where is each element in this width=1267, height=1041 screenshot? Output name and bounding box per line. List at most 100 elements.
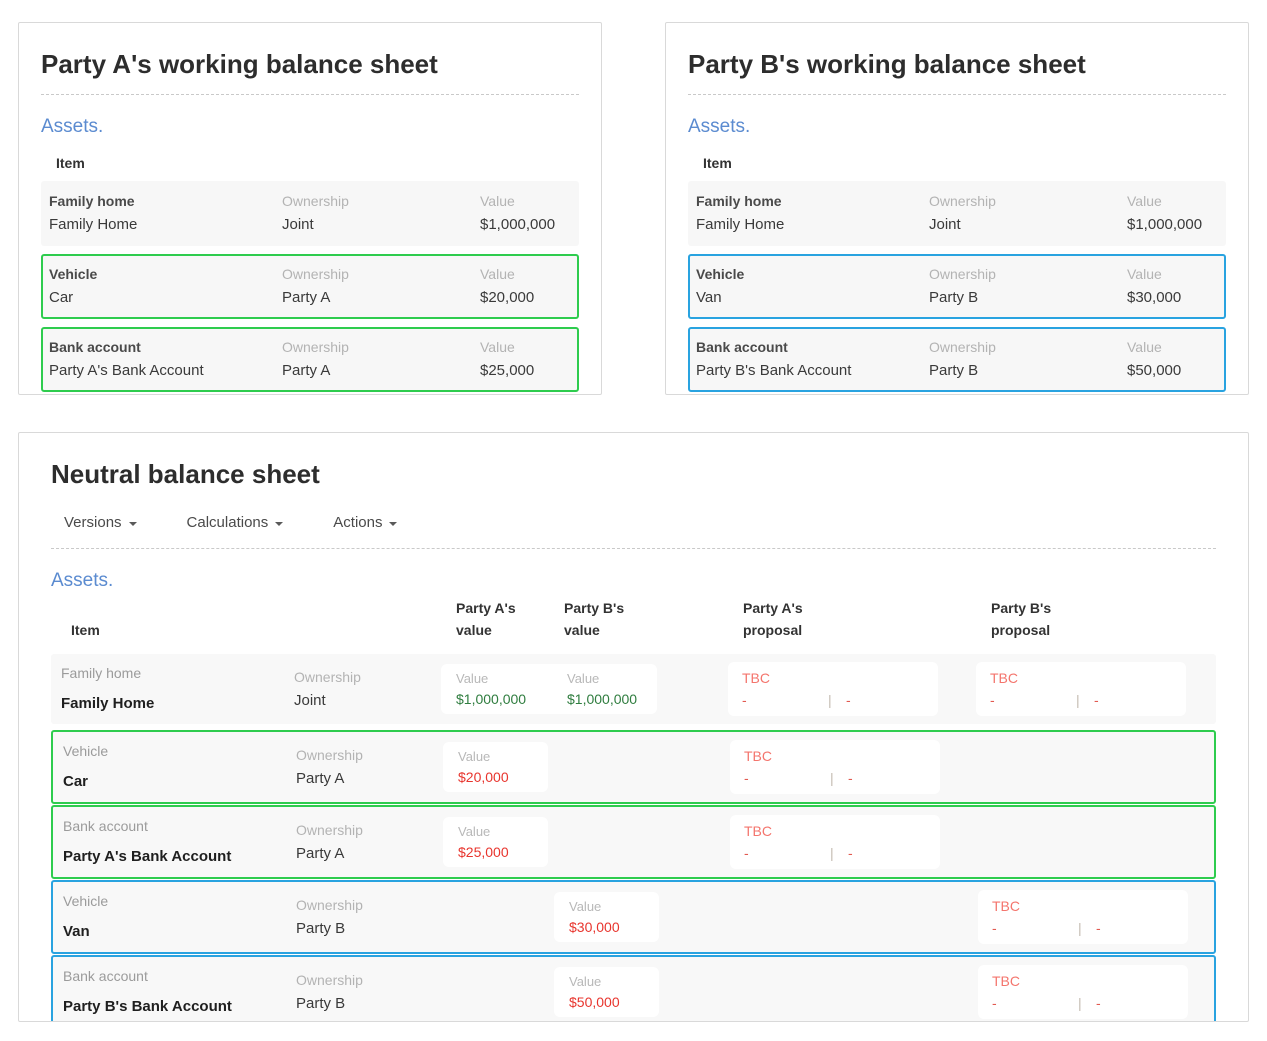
party-b-proposal-box[interactable] bbox=[978, 816, 1188, 868]
item-type-label: Bank account bbox=[49, 339, 141, 356]
ownership-value: Party A bbox=[296, 769, 345, 787]
proposal-divider: | bbox=[1078, 919, 1082, 936]
item-name: Party A's Bank Account bbox=[49, 362, 204, 380]
value-amount: $25,000 bbox=[458, 843, 509, 860]
party-a-proposal-box[interactable]: TBC - | - bbox=[728, 661, 938, 716]
item-type-label: Vehicle bbox=[63, 893, 109, 910]
item-name: Party A's Bank Account bbox=[63, 848, 232, 866]
ownership-cell: Ownership Party A bbox=[296, 747, 443, 787]
item-type-label: Family home bbox=[49, 193, 135, 210]
party-a-value-box[interactable]: Value $25,000 bbox=[443, 816, 548, 867]
value-amount: $1,000,000 bbox=[456, 690, 527, 707]
item-type-label: Bank account bbox=[63, 968, 148, 985]
ownership-label: Ownership bbox=[282, 193, 349, 210]
working-sheets-area: Party A's working balance sheet Assets. … bbox=[0, 0, 1267, 395]
ownership-cell: Ownership Party B bbox=[929, 339, 1127, 379]
party-b-proposal-box[interactable]: TBC - | - bbox=[978, 889, 1188, 944]
assets-section-heading: Assets. bbox=[51, 570, 114, 592]
value-label: Value bbox=[1127, 266, 1162, 283]
proposal-line bbox=[992, 769, 1174, 785]
party-b-proposal-box[interactable]: TBC - | - bbox=[976, 661, 1186, 716]
ownership-cell: Ownership Joint bbox=[294, 669, 441, 709]
proposal-line bbox=[744, 919, 926, 935]
ownership-label: Ownership bbox=[296, 971, 363, 988]
neutral-sheet-row: Bank account Party A's Bank Account Owne… bbox=[51, 804, 1216, 879]
value-amount: $30,000 bbox=[1127, 289, 1182, 307]
value-label: Value bbox=[480, 339, 515, 356]
neutral-sheet-row: Vehicle Van Ownership Party B Value $30,… bbox=[51, 879, 1216, 954]
proposal-divider: | bbox=[828, 691, 832, 708]
proposal-divider: | bbox=[830, 844, 834, 861]
item-cell: Bank account Party A's Bank Account bbox=[49, 339, 282, 379]
party-a-proposal-box[interactable]: TBC - | - bbox=[730, 814, 940, 869]
party-b-value-box[interactable]: Value $30,000 bbox=[554, 891, 659, 942]
divider bbox=[51, 548, 1216, 550]
item-cell: Family home Family Home bbox=[49, 193, 282, 233]
party-b-proposal-column-header: Party B's proposal bbox=[991, 600, 1052, 638]
proposal-dash: - bbox=[846, 691, 851, 708]
item-name: Party B's Bank Account bbox=[696, 362, 852, 380]
balance-sheet-row[interactable]: Vehicle Van Ownership Party B Value $30,… bbox=[688, 254, 1226, 320]
item-cell: Family home Family Home bbox=[696, 193, 929, 233]
item-name: Van bbox=[63, 923, 90, 941]
ownership-cell: Ownership Party B bbox=[929, 266, 1127, 306]
ownership-label: Ownership bbox=[282, 266, 349, 283]
ownership-value: Joint bbox=[294, 691, 326, 709]
value-label: Value bbox=[567, 670, 600, 686]
value-amount: $1,000,000 bbox=[1127, 216, 1203, 234]
party-b-proposal-box[interactable] bbox=[978, 741, 1188, 793]
proposal-line: - | - bbox=[992, 995, 1174, 1011]
proposal-dash: - bbox=[992, 919, 997, 936]
item-cell: Family home Family Home bbox=[61, 665, 294, 712]
ownership-value: Party B bbox=[296, 994, 346, 1012]
party-a-proposal-box[interactable] bbox=[730, 891, 940, 943]
item-type-label: Vehicle bbox=[63, 743, 109, 760]
proposal-dash: - bbox=[848, 844, 853, 861]
party-b-value-box[interactable]: Value $50,000 bbox=[554, 966, 659, 1017]
party-a-proposal-column-header: Party A's proposal bbox=[743, 600, 803, 638]
party-b-value-box[interactable] bbox=[554, 817, 659, 867]
actions-menu-button[interactable]: Actions bbox=[333, 514, 398, 532]
party-a-value-box[interactable]: Value $20,000 bbox=[443, 741, 548, 792]
party-a-value-box[interactable]: Value $1,000,000 bbox=[441, 664, 546, 714]
asset-row-list: Family home Family Home Ownership Joint … bbox=[41, 181, 579, 393]
assets-section-heading: Assets. bbox=[688, 116, 751, 138]
page-title: Party A's working balance sheet bbox=[41, 49, 438, 79]
party-a-value-box[interactable] bbox=[443, 892, 548, 942]
ownership-label: Ownership bbox=[296, 896, 363, 913]
party-b-value-box[interactable] bbox=[554, 742, 659, 792]
ownership-cell: Ownership Joint bbox=[929, 193, 1127, 233]
item-cell: Vehicle Van bbox=[696, 266, 929, 306]
ownership-label: Ownership bbox=[282, 339, 349, 356]
party-b-value-box[interactable]: Value $1,000,000 bbox=[552, 664, 657, 714]
proposal-dash: - bbox=[992, 994, 997, 1011]
neutral-sheet-row: Family home Family Home Ownership Joint … bbox=[51, 653, 1216, 724]
ownership-cell: Ownership Party A bbox=[282, 339, 480, 379]
ownership-value: Party B bbox=[929, 362, 979, 380]
value-pair: Value $20,000 bbox=[443, 741, 659, 792]
proposal-line: - | - bbox=[742, 692, 924, 708]
value-label: Value bbox=[569, 973, 602, 989]
balance-sheet-row[interactable]: Family home Family Home Ownership Joint … bbox=[688, 181, 1226, 247]
party-a-proposal-box[interactable]: TBC - | - bbox=[730, 739, 940, 794]
proposal-divider: | bbox=[830, 769, 834, 786]
calculations-menu-button[interactable]: Calculations bbox=[187, 514, 284, 531]
actions-menu-label: Actions bbox=[333, 514, 383, 532]
balance-sheet-row[interactable]: Bank account Party A's Bank Account Owne… bbox=[41, 327, 579, 393]
item-name: Family Home bbox=[696, 216, 785, 234]
item-cell: Bank account Party A's Bank Account bbox=[63, 818, 296, 865]
balance-sheet-row[interactable]: Vehicle Car Ownership Party A Value $20,… bbox=[41, 254, 579, 320]
toolbar: Versions Calculations Actions bbox=[64, 514, 1216, 531]
tbc-label: TBC bbox=[742, 669, 770, 686]
item-column-header: Item bbox=[703, 155, 732, 172]
balance-sheet-row[interactable]: Family home Family Home Ownership Joint … bbox=[41, 181, 579, 247]
party-a-proposal-box[interactable] bbox=[730, 966, 940, 1018]
versions-menu-button[interactable]: Versions bbox=[64, 514, 137, 531]
party-b-proposal-box[interactable]: TBC - | - bbox=[978, 964, 1188, 1019]
balance-sheet-row[interactable]: Bank account Party B's Bank Account Owne… bbox=[688, 327, 1226, 393]
ownership-label: Ownership bbox=[294, 668, 361, 685]
party-a-value-box[interactable] bbox=[443, 967, 548, 1017]
value-amount: $25,000 bbox=[480, 362, 535, 380]
value-cell: Value $50,000 bbox=[1127, 339, 1218, 379]
value-amount: $30,000 bbox=[569, 918, 620, 935]
